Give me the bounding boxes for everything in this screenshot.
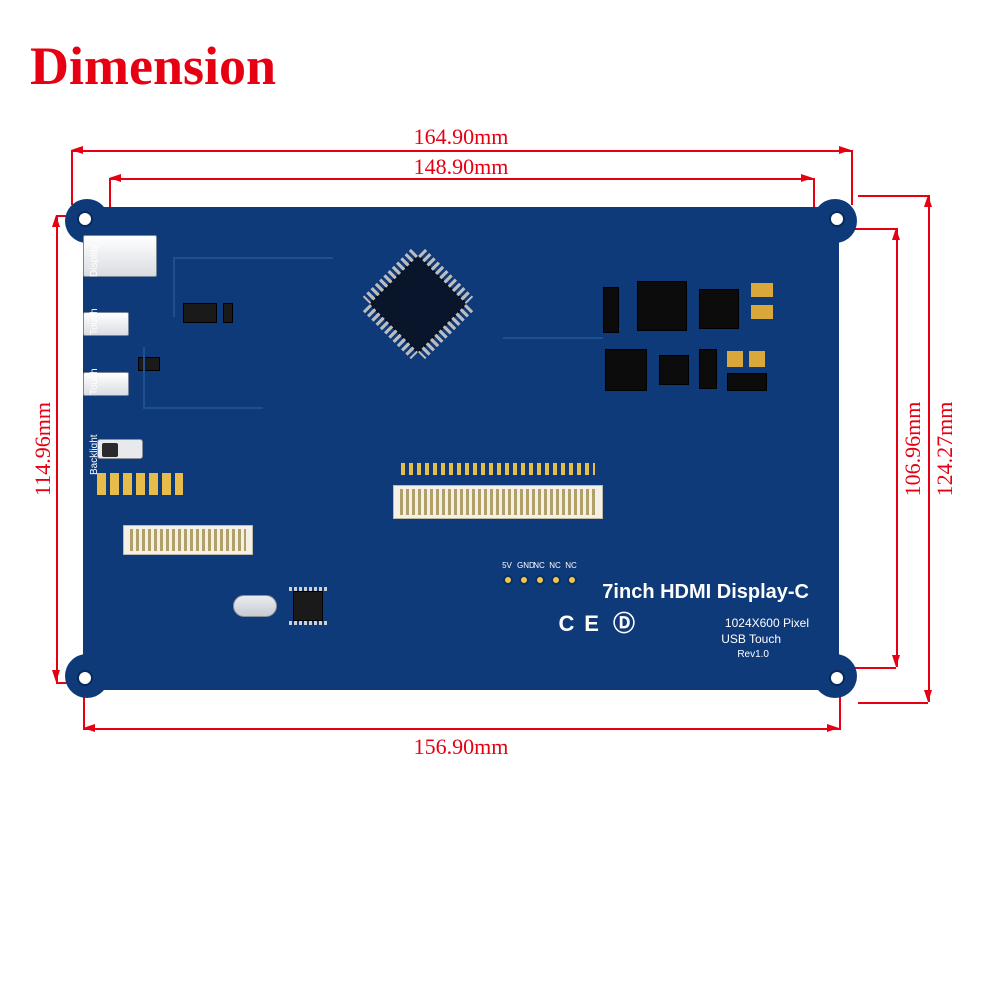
pcb-board: Display Touch Touch Backlight: [83, 207, 839, 690]
mounting-hole: [829, 670, 845, 686]
arrow-icon: [892, 228, 900, 240]
dim-left-line: [56, 215, 58, 682]
arrow-icon: [827, 724, 839, 732]
mounting-hole: [77, 211, 93, 227]
diagram-stage: 164.90mm 148.90mm 114.96mm 106.96mm 124.…: [0, 0, 1000, 1000]
rev-silk: Rev1.0: [737, 649, 769, 660]
backlight-switch: [97, 439, 143, 459]
main-chip: [369, 255, 468, 354]
crystal-oscillator: [233, 595, 277, 617]
arrow-icon: [801, 174, 813, 182]
dim-outer-top-label: 164.90mm: [414, 124, 509, 150]
arrow-icon: [52, 670, 60, 682]
pcb-trace: [143, 347, 145, 407]
arrow-icon: [109, 174, 121, 182]
gpio-pin-label: NC: [533, 561, 545, 570]
ext-line: [109, 178, 111, 210]
hdmi-port-label: Display: [89, 244, 100, 277]
dim-bottom-label: 156.90mm: [414, 734, 509, 760]
ext-line: [858, 195, 928, 197]
arrow-icon: [924, 195, 932, 207]
pcb-trace: [503, 337, 603, 339]
ce-mark-icon: C E Ⓓ: [558, 606, 639, 638]
arrow-icon: [71, 146, 83, 154]
pcb-trace: [143, 407, 263, 409]
pcb-trace: [173, 257, 333, 259]
dim-left-label: 114.96mm: [30, 402, 56, 496]
dim-right-outer-label: 124.27mm: [932, 402, 958, 497]
gpio-pin-label: NC: [549, 561, 561, 570]
ext-line: [851, 150, 853, 205]
pad: [289, 587, 327, 591]
mounting-hole: [829, 211, 845, 227]
smd-component: [223, 303, 233, 323]
ffc-connector: [123, 525, 253, 555]
qfn-chip: [293, 591, 323, 621]
smd-component: [183, 303, 217, 323]
arrow-icon: [83, 724, 95, 732]
pad-row: [401, 463, 595, 475]
gpio-pin-label: 5V: [501, 561, 513, 570]
ext-line: [71, 150, 73, 205]
ext-line: [813, 178, 815, 210]
gpio-header: 5V GND NC NC NC: [503, 575, 577, 585]
product-name-silk: 7inch HDMI Display-C: [602, 581, 809, 604]
gold-finger-pads: [97, 473, 183, 495]
gpio-pin-label: NC: [565, 561, 577, 570]
dim-inner-top-label: 148.90mm: [414, 154, 509, 180]
usb-port-label: Touch: [89, 368, 100, 395]
smd-component: [138, 357, 160, 371]
pcb-trace: [173, 257, 175, 317]
ext-line: [839, 692, 841, 730]
ext-line: [858, 702, 928, 704]
gpio-pin-label: GND: [517, 561, 529, 570]
arrow-icon: [892, 655, 900, 667]
dim-outer-top-line: [71, 150, 851, 152]
component-cluster: [603, 277, 803, 417]
resolution-silk: 1024X600 Pixel: [725, 616, 809, 630]
mounting-hole: [77, 670, 93, 686]
usb-port-label: Touch: [89, 308, 100, 335]
dim-right-inner-label: 106.96mm: [900, 402, 926, 497]
arrow-icon: [839, 146, 851, 154]
arrow-icon: [924, 690, 932, 702]
dim-bottom-line: [83, 728, 839, 730]
touch-silk: USB Touch: [721, 632, 781, 646]
pad: [289, 621, 327, 625]
dim-right-inner-line: [896, 228, 898, 667]
dim-right-outer-line: [928, 195, 930, 702]
ffc-connector: [393, 485, 603, 519]
arrow-icon: [52, 215, 60, 227]
